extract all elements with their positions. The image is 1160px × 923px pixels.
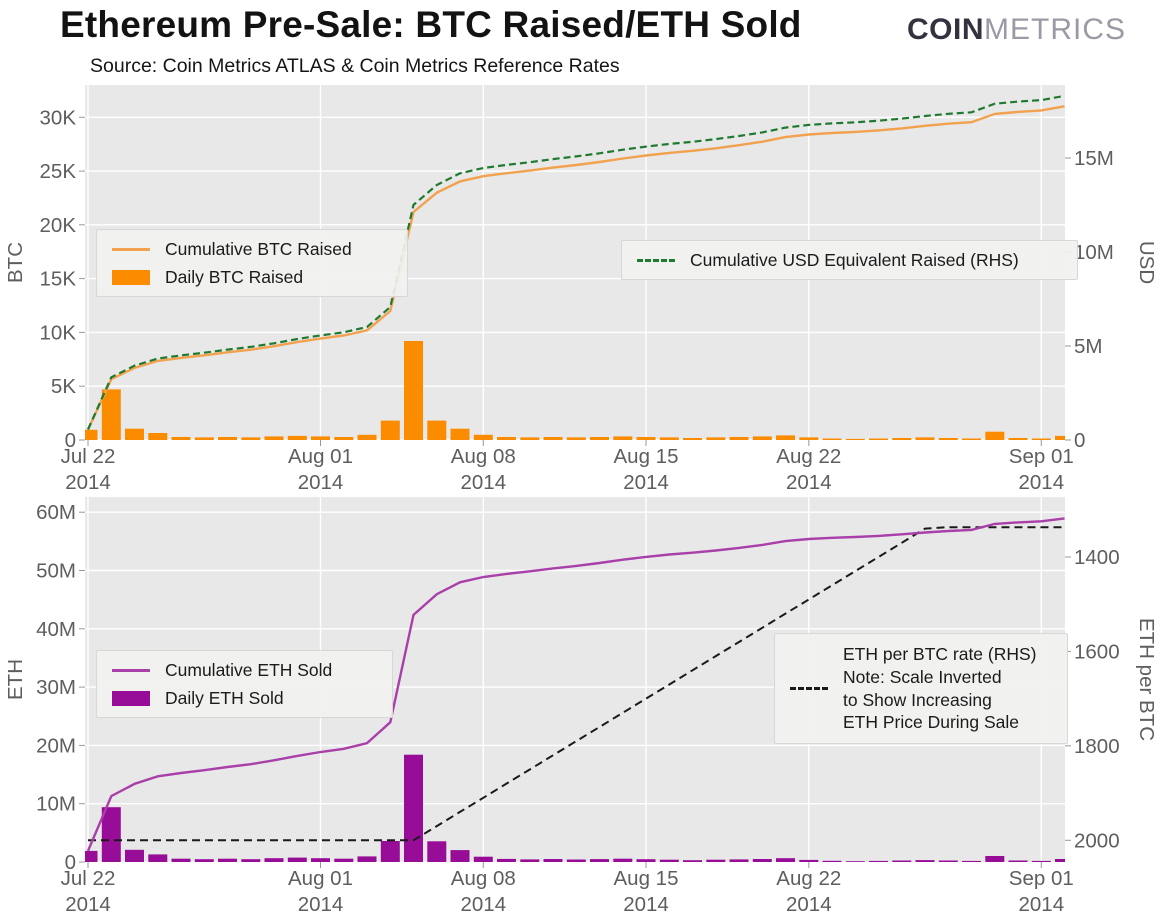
legend-label: Cumulative ETH Sold xyxy=(165,660,333,680)
rate-note-text: ETH per BTC rate (RHS) Note: Scale Inver… xyxy=(843,643,1037,734)
svg-text:Aug 22: Aug 22 xyxy=(776,867,841,890)
legend-btc: Cumulative BTC Raised Daily BTC Raised xyxy=(96,229,408,298)
legend-item-daily-eth: Daily ETH Sold xyxy=(112,688,377,708)
logo-metrics-text: METRICS xyxy=(984,13,1126,46)
svg-text:25K: 25K xyxy=(40,160,77,183)
rate-note-line: Note: Scale Inverted xyxy=(843,666,1002,687)
right-axis-ticks: 1400 1600 1800 2000 xyxy=(1065,546,1120,852)
svg-text:2000: 2000 xyxy=(1074,829,1120,852)
daily-btc-bars xyxy=(85,341,1065,440)
cumulative-eth-line-swatch xyxy=(112,668,150,672)
svg-text:0: 0 xyxy=(1074,429,1085,452)
svg-text:15K: 15K xyxy=(40,268,77,291)
svg-text:2014: 2014 xyxy=(298,471,344,494)
page-title: Ethereum Pre-Sale: BTC Raised/ETH Sold xyxy=(60,4,802,45)
svg-text:Aug 01: Aug 01 xyxy=(288,445,353,468)
rate-note-line: to Show Increasing xyxy=(843,689,992,710)
legend-item-daily-btc: Daily BTC Raised xyxy=(112,267,392,287)
legend-eth-per-btc-rate: ETH per BTC rate (RHS) Note: Scale Inver… xyxy=(774,633,1068,744)
svg-text:30M: 30M xyxy=(36,676,76,699)
svg-text:2014: 2014 xyxy=(298,893,344,916)
svg-text:20K: 20K xyxy=(40,214,77,237)
svg-text:20M: 20M xyxy=(36,734,76,757)
left-axis-ticks: 0 10M 20M 30M 40M 50M 60M xyxy=(36,501,85,874)
svg-text:2014: 2014 xyxy=(65,893,111,916)
svg-text:2014: 2014 xyxy=(623,471,669,494)
legend-label: Daily ETH Sold xyxy=(165,688,284,709)
legend-eth: Cumulative ETH Sold Daily ETH Sold xyxy=(96,650,393,719)
svg-text:5M: 5M xyxy=(1074,335,1102,358)
legend-usd: Cumulative USD Equivalent Raised (RHS) xyxy=(621,240,1078,281)
rate-note-line: ETH Price During Sale xyxy=(843,712,1020,733)
left-axis-label: BTC xyxy=(4,242,27,283)
legend-item-cumulative-btc: Cumulative BTC Raised xyxy=(112,239,392,259)
svg-text:50M: 50M xyxy=(36,560,76,583)
legend-label: Cumulative BTC Raised xyxy=(165,239,352,259)
svg-text:1800: 1800 xyxy=(1074,735,1120,758)
usd-dashed-line-swatch xyxy=(637,258,675,262)
svg-text:0: 0 xyxy=(65,429,76,452)
svg-text:Aug 22: Aug 22 xyxy=(776,445,841,468)
source-subtitle: Source: Coin Metrics ATLAS & Coin Metric… xyxy=(90,55,620,77)
svg-text:2014: 2014 xyxy=(65,471,111,494)
svg-text:1400: 1400 xyxy=(1074,546,1120,569)
daily-eth-bars xyxy=(85,754,1065,862)
svg-text:Aug 01: Aug 01 xyxy=(288,867,353,890)
left-axis-ticks: 0 5K 10K 15K 20K 25K 30K xyxy=(40,106,85,452)
svg-text:Sep 01: Sep 01 xyxy=(1009,867,1074,890)
svg-text:10M: 10M xyxy=(36,793,76,816)
svg-text:Jul 22: Jul 22 xyxy=(61,445,116,468)
legend-item-cumulative-usd: Cumulative USD Equivalent Raised (RHS) xyxy=(637,250,1062,270)
svg-text:2014: 2014 xyxy=(623,893,669,916)
coinmetrics-logo: COINMETRICS xyxy=(907,13,1126,47)
svg-text:5K: 5K xyxy=(51,375,76,398)
svg-text:15M: 15M xyxy=(1074,147,1114,170)
svg-text:Aug 08: Aug 08 xyxy=(451,867,516,890)
daily-eth-bar-swatch xyxy=(112,690,150,706)
cumulative-usd-dashed-line xyxy=(86,94,1065,430)
cumulative-eth-line xyxy=(86,517,1065,852)
svg-text:Sep 01: Sep 01 xyxy=(1009,445,1074,468)
svg-text:30K: 30K xyxy=(40,106,77,129)
right-axis-ticks: 0 5M 10M 15M xyxy=(1065,147,1114,452)
svg-text:Aug 15: Aug 15 xyxy=(614,867,679,890)
svg-text:2014: 2014 xyxy=(460,893,506,916)
svg-text:2014: 2014 xyxy=(460,471,506,494)
legend-item-rate-note: ETH per BTC rate (RHS) Note: Scale Inver… xyxy=(790,643,1052,734)
svg-text:2014: 2014 xyxy=(786,893,832,916)
rate-dashed-line-swatch xyxy=(790,687,828,690)
svg-text:Jul 22: Jul 22 xyxy=(61,867,116,890)
svg-text:10M: 10M xyxy=(1074,241,1114,264)
svg-text:2014: 2014 xyxy=(786,471,832,494)
eth-per-btc-rate-dashed-line xyxy=(88,526,1065,842)
cumulative-btc-line-swatch xyxy=(112,247,150,251)
svg-text:10K: 10K xyxy=(40,321,77,344)
svg-text:Aug 08: Aug 08 xyxy=(451,445,516,468)
left-axis-label: ETH xyxy=(4,659,27,700)
svg-text:60M: 60M xyxy=(36,501,76,524)
x-axis-ticks: Jul 22 2014 Aug 01 2014 Aug 08 2014 Aug 15 2014… xyxy=(61,862,1074,916)
svg-text:40M: 40M xyxy=(36,618,76,641)
cumulative-btc-line xyxy=(86,105,1065,431)
svg-text:2014: 2014 xyxy=(1018,471,1064,494)
legend-item-cumulative-eth: Cumulative ETH Sold xyxy=(112,660,377,680)
daily-btc-bar-swatch xyxy=(112,269,150,285)
svg-text:Aug 15: Aug 15 xyxy=(614,445,679,468)
legend-label: Daily BTC Raised xyxy=(165,267,304,288)
svg-text:0: 0 xyxy=(65,851,76,874)
svg-text:2014: 2014 xyxy=(1018,893,1064,916)
rate-note-line: ETH per BTC rate (RHS) xyxy=(843,644,1037,664)
svg-text:1600: 1600 xyxy=(1074,640,1120,663)
logo-coin-text: COIN xyxy=(907,13,984,46)
right-axis-label: USD xyxy=(1135,241,1158,284)
right-axis-label: ETH per BTC xyxy=(1135,618,1158,741)
x-axis-ticks: Jul 22 2014 Aug 01 2014 Aug 08 2014 Aug 15 2014… xyxy=(61,440,1074,494)
legend-label: Cumulative USD Equivalent Raised (RHS) xyxy=(690,250,1019,270)
